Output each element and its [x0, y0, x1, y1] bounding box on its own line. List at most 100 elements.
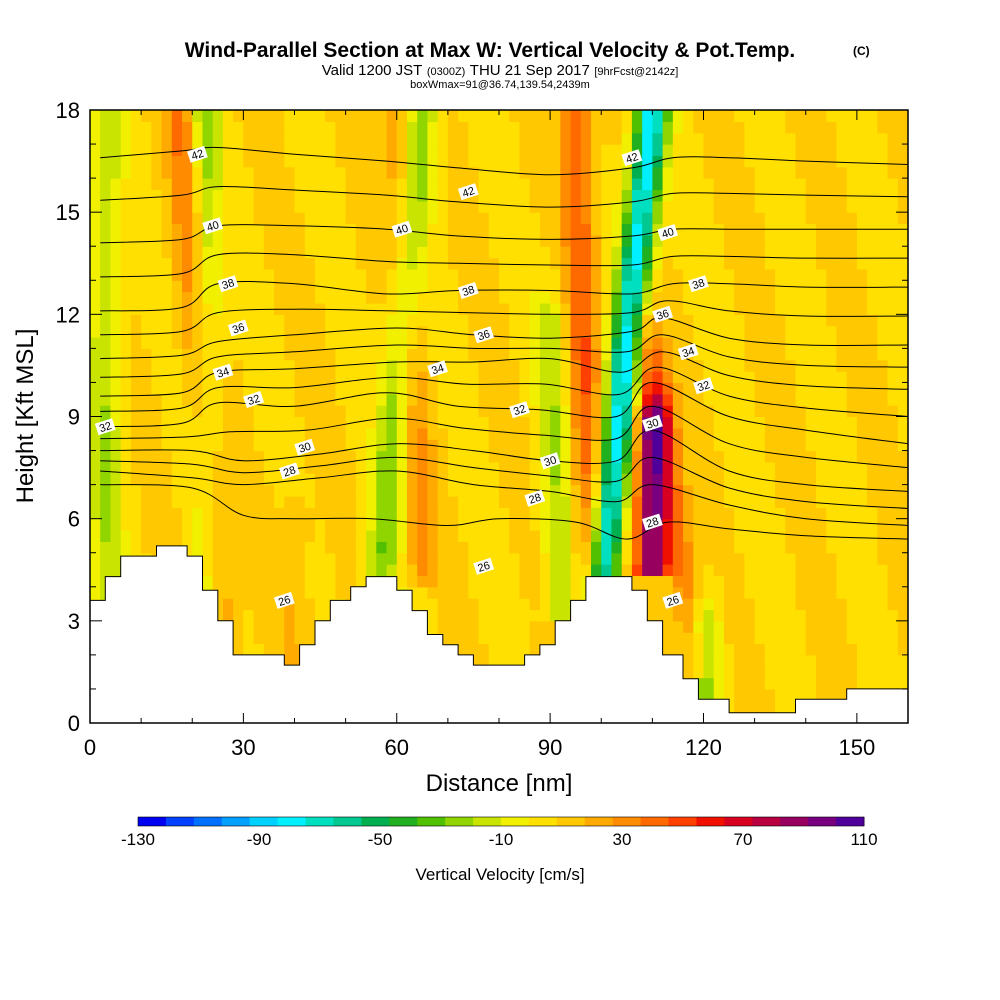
field-cell — [100, 382, 112, 395]
field-cell — [386, 234, 398, 247]
field-cell — [304, 530, 316, 542]
field-cell — [539, 212, 551, 225]
field-cell — [171, 348, 183, 361]
field-cell — [100, 234, 112, 247]
field-cell — [754, 564, 766, 577]
field-cell — [447, 268, 459, 281]
colorbar-swatch — [305, 817, 334, 826]
field-cell — [274, 632, 285, 645]
field-cell — [867, 178, 878, 191]
field-cell — [846, 439, 858, 452]
field-cell — [294, 178, 306, 191]
field-cell — [795, 121, 807, 134]
field-cell — [693, 246, 705, 259]
field-cell — [212, 337, 224, 349]
field-cell — [488, 155, 500, 168]
field-cell — [591, 268, 602, 281]
field-cell — [805, 302, 817, 315]
field-cell — [836, 632, 848, 645]
field-cell — [539, 337, 551, 349]
field-cell — [703, 643, 715, 656]
field-cell — [642, 132, 653, 145]
field-cell — [754, 518, 766, 531]
field-cell — [130, 473, 142, 486]
field-cell — [141, 302, 152, 315]
field-cell — [222, 609, 234, 622]
field-cell — [437, 337, 449, 349]
field-cell — [222, 416, 234, 429]
field-cell — [417, 314, 429, 327]
field-cell — [560, 302, 572, 315]
field-cell — [253, 518, 265, 531]
field-cell — [90, 348, 101, 361]
field-cell — [775, 302, 786, 315]
field-cell — [192, 121, 204, 134]
field-cell — [539, 620, 551, 633]
field-cell — [775, 666, 786, 679]
field-cell — [550, 427, 561, 440]
field-cell — [366, 461, 377, 474]
field-cell — [897, 461, 908, 474]
field-cell — [754, 359, 766, 372]
field-cell — [355, 371, 367, 384]
field-cell — [90, 473, 101, 486]
field-cell — [468, 405, 480, 418]
field-cell — [580, 405, 592, 418]
field-cell — [775, 189, 786, 202]
field-cell — [877, 212, 889, 225]
field-cell — [304, 166, 316, 179]
field-cell — [212, 473, 224, 486]
field-cell — [519, 291, 531, 304]
field-cell — [703, 325, 715, 338]
field-cell — [836, 427, 848, 440]
field-cell — [243, 325, 255, 338]
field-cell — [396, 144, 408, 157]
field-cell — [151, 189, 163, 202]
field-cell — [263, 371, 275, 384]
field-cell — [396, 575, 408, 588]
field-cell — [836, 121, 848, 134]
field-cell — [253, 178, 265, 191]
field-cell — [591, 337, 602, 349]
field-cell — [754, 552, 766, 565]
field-cell — [723, 586, 735, 599]
field-cell — [734, 234, 745, 247]
field-cell — [805, 643, 817, 656]
field-cell — [396, 530, 408, 542]
field-cell — [396, 155, 408, 168]
field-cell — [785, 439, 797, 452]
field-cell — [734, 688, 745, 701]
field-cell — [826, 348, 838, 361]
field-cell — [662, 575, 674, 588]
field-cell — [652, 121, 664, 134]
field-cell — [406, 564, 418, 577]
field-cell — [294, 393, 306, 406]
field-cell — [764, 393, 776, 406]
field-cell — [161, 427, 173, 440]
field-cell — [764, 541, 776, 554]
contour-label-box — [473, 326, 495, 344]
field-cell — [120, 450, 132, 463]
y-tick-label: 18 — [56, 98, 80, 123]
field-cell — [120, 541, 132, 554]
field-cell — [406, 416, 418, 429]
field-cell — [141, 495, 152, 508]
field-cell — [161, 155, 173, 168]
field-cell — [897, 473, 908, 486]
field-cell — [151, 166, 163, 179]
field-cell — [560, 552, 572, 565]
field-cell — [468, 291, 480, 304]
field-cell — [693, 132, 705, 145]
field-cell — [642, 473, 653, 486]
field-cell — [355, 541, 367, 554]
field-cell — [488, 632, 500, 645]
colorbar-tick-label: -10 — [489, 830, 514, 849]
field-cell — [846, 257, 858, 270]
field-cell — [764, 530, 776, 542]
theta-contour-32 — [100, 381, 908, 445]
field-cell — [386, 200, 398, 213]
field-cell — [826, 314, 838, 327]
field-cell — [284, 325, 296, 338]
field-cell — [672, 121, 684, 134]
field-cell — [897, 598, 908, 611]
